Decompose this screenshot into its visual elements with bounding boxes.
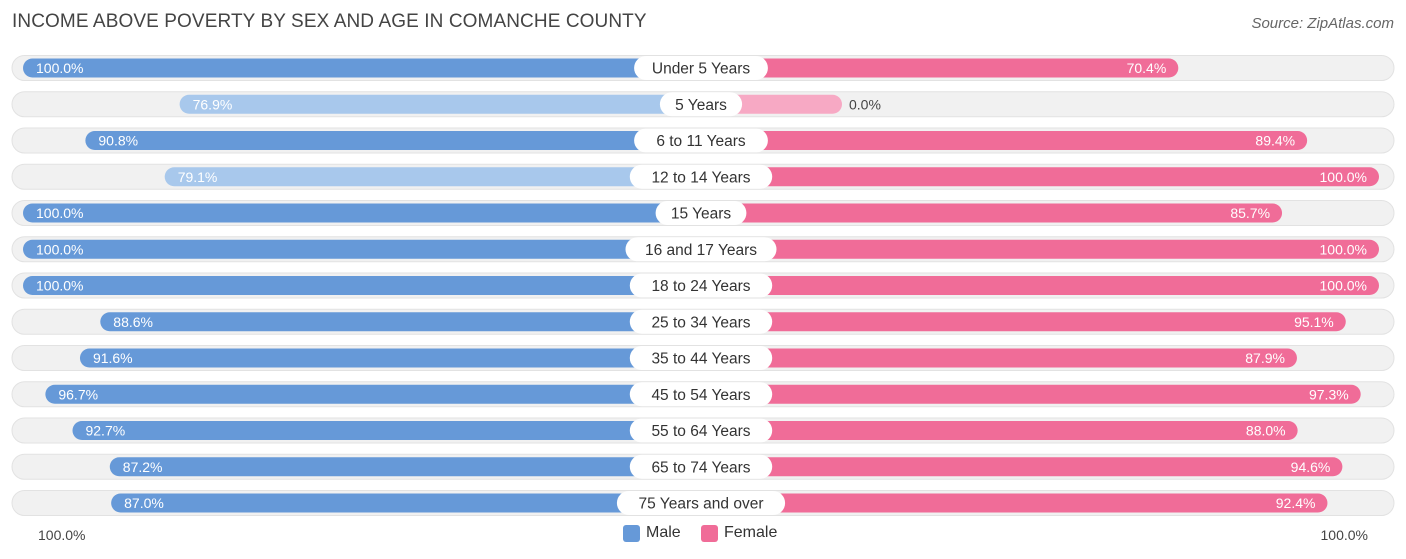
value-label-female: 0.0% [849, 96, 881, 112]
legend-swatch-male [623, 524, 640, 542]
bar-male [85, 131, 702, 150]
legend-item-male: Male [623, 524, 681, 542]
bar-female [701, 348, 1297, 368]
category-pill [625, 237, 777, 262]
category-label: 45 to 54 Years [651, 387, 750, 404]
value-label-male: 96.7% [58, 386, 98, 402]
value-label-male: 87.0% [124, 495, 164, 511]
value-label-female: 89.4% [1255, 133, 1295, 149]
bar-female [701, 239, 1379, 259]
bar-female [701, 312, 1346, 332]
legend-swatch-female [701, 524, 718, 542]
value-label-male: 92.7% [85, 423, 125, 439]
bar-male [72, 421, 701, 440]
bar-female [701, 203, 1283, 223]
bar-female [701, 276, 1379, 295]
value-label-male: 100.0% [36, 278, 83, 294]
category-label: 65 to 74 Years [651, 459, 750, 476]
bar-male [23, 58, 701, 78]
value-label-female: 92.4% [1276, 495, 1316, 511]
category-pill [616, 491, 786, 515]
category-pill [655, 201, 747, 225]
category-pill [659, 92, 743, 117]
value-label-male: 100.0% [36, 205, 83, 221]
category-pill [629, 273, 773, 298]
category-pill [634, 56, 768, 80]
value-label-female: 95.1% [1294, 314, 1334, 330]
bar-female [701, 493, 1328, 513]
value-label-female: 100.0% [1320, 169, 1367, 185]
bar-male [45, 384, 701, 404]
category-label: 12 to 14 Years [651, 169, 750, 186]
category-pill [629, 164, 773, 189]
bar-male [23, 276, 701, 295]
bar-male [109, 457, 701, 477]
category-pill [629, 346, 773, 370]
bar-male [23, 239, 701, 259]
category-label: 15 Years [671, 206, 732, 223]
value-label-male: 79.1% [178, 169, 218, 185]
category-label: Under 5 Years [652, 61, 750, 78]
axis-right-label: 100.0% [1320, 527, 1368, 543]
value-label-female: 87.9% [1245, 350, 1285, 366]
chart-title: INCOME ABOVE POVERTY BY SEX AND AGE IN C… [12, 11, 647, 32]
legend-label-male: Male [646, 524, 681, 541]
value-label-male: 100.0% [36, 60, 83, 76]
legend-label-female: Female [724, 524, 778, 541]
category-pill [629, 454, 773, 479]
bar-female [701, 421, 1298, 440]
bar-male [179, 94, 702, 114]
category-pill [629, 309, 773, 334]
bar-male [111, 493, 701, 513]
value-label-male: 100.0% [36, 241, 83, 257]
value-label-male: 88.6% [113, 314, 153, 330]
bar-male [79, 348, 701, 368]
legend-item-female: Female [701, 524, 777, 542]
category-label: 5 Years [675, 97, 727, 114]
bar-male [23, 203, 701, 223]
value-label-female: 88.0% [1246, 423, 1286, 439]
legend: Male Female [0, 524, 1406, 546]
value-label-female: 94.6% [1291, 459, 1331, 475]
category-pill [629, 418, 773, 443]
category-label: 6 to 11 Years [656, 133, 746, 150]
bar-female [701, 457, 1343, 477]
diverging-bar-chart: 100.0% 70.4% Under 5 Years 76.9% 0.0% 5 Years… [11, 55, 1395, 516]
category-label: 25 to 34 Years [651, 314, 750, 331]
value-label-female: 100.0% [1320, 241, 1367, 257]
value-label-male: 76.9% [193, 96, 233, 112]
value-label-male: 87.2% [123, 459, 163, 475]
value-label-male: 90.8% [98, 133, 138, 149]
bar-female [701, 58, 1179, 78]
value-label-male: 91.6% [93, 350, 133, 366]
bar-male [164, 167, 701, 187]
category-label: 55 to 64 Years [651, 423, 750, 440]
bar-female [701, 131, 1308, 150]
bar-female [701, 167, 1379, 187]
category-label: 35 to 44 Years [651, 351, 750, 368]
category-pill [634, 128, 768, 153]
axis-left-label: 100.0% [38, 527, 86, 543]
category-label: 16 and 17 Years [645, 242, 757, 259]
category-label: 18 to 24 Years [651, 278, 750, 295]
category-label: 75 Years and over [639, 496, 764, 513]
category-pill [629, 382, 773, 407]
chart-source: Source: ZipAtlas.com [1251, 15, 1394, 32]
value-label-female: 85.7% [1230, 205, 1270, 221]
value-label-female: 70.4% [1127, 60, 1167, 76]
bar-female [701, 384, 1361, 404]
bar-male [100, 312, 702, 332]
value-label-female: 97.3% [1309, 386, 1349, 402]
value-label-female: 100.0% [1320, 278, 1367, 294]
